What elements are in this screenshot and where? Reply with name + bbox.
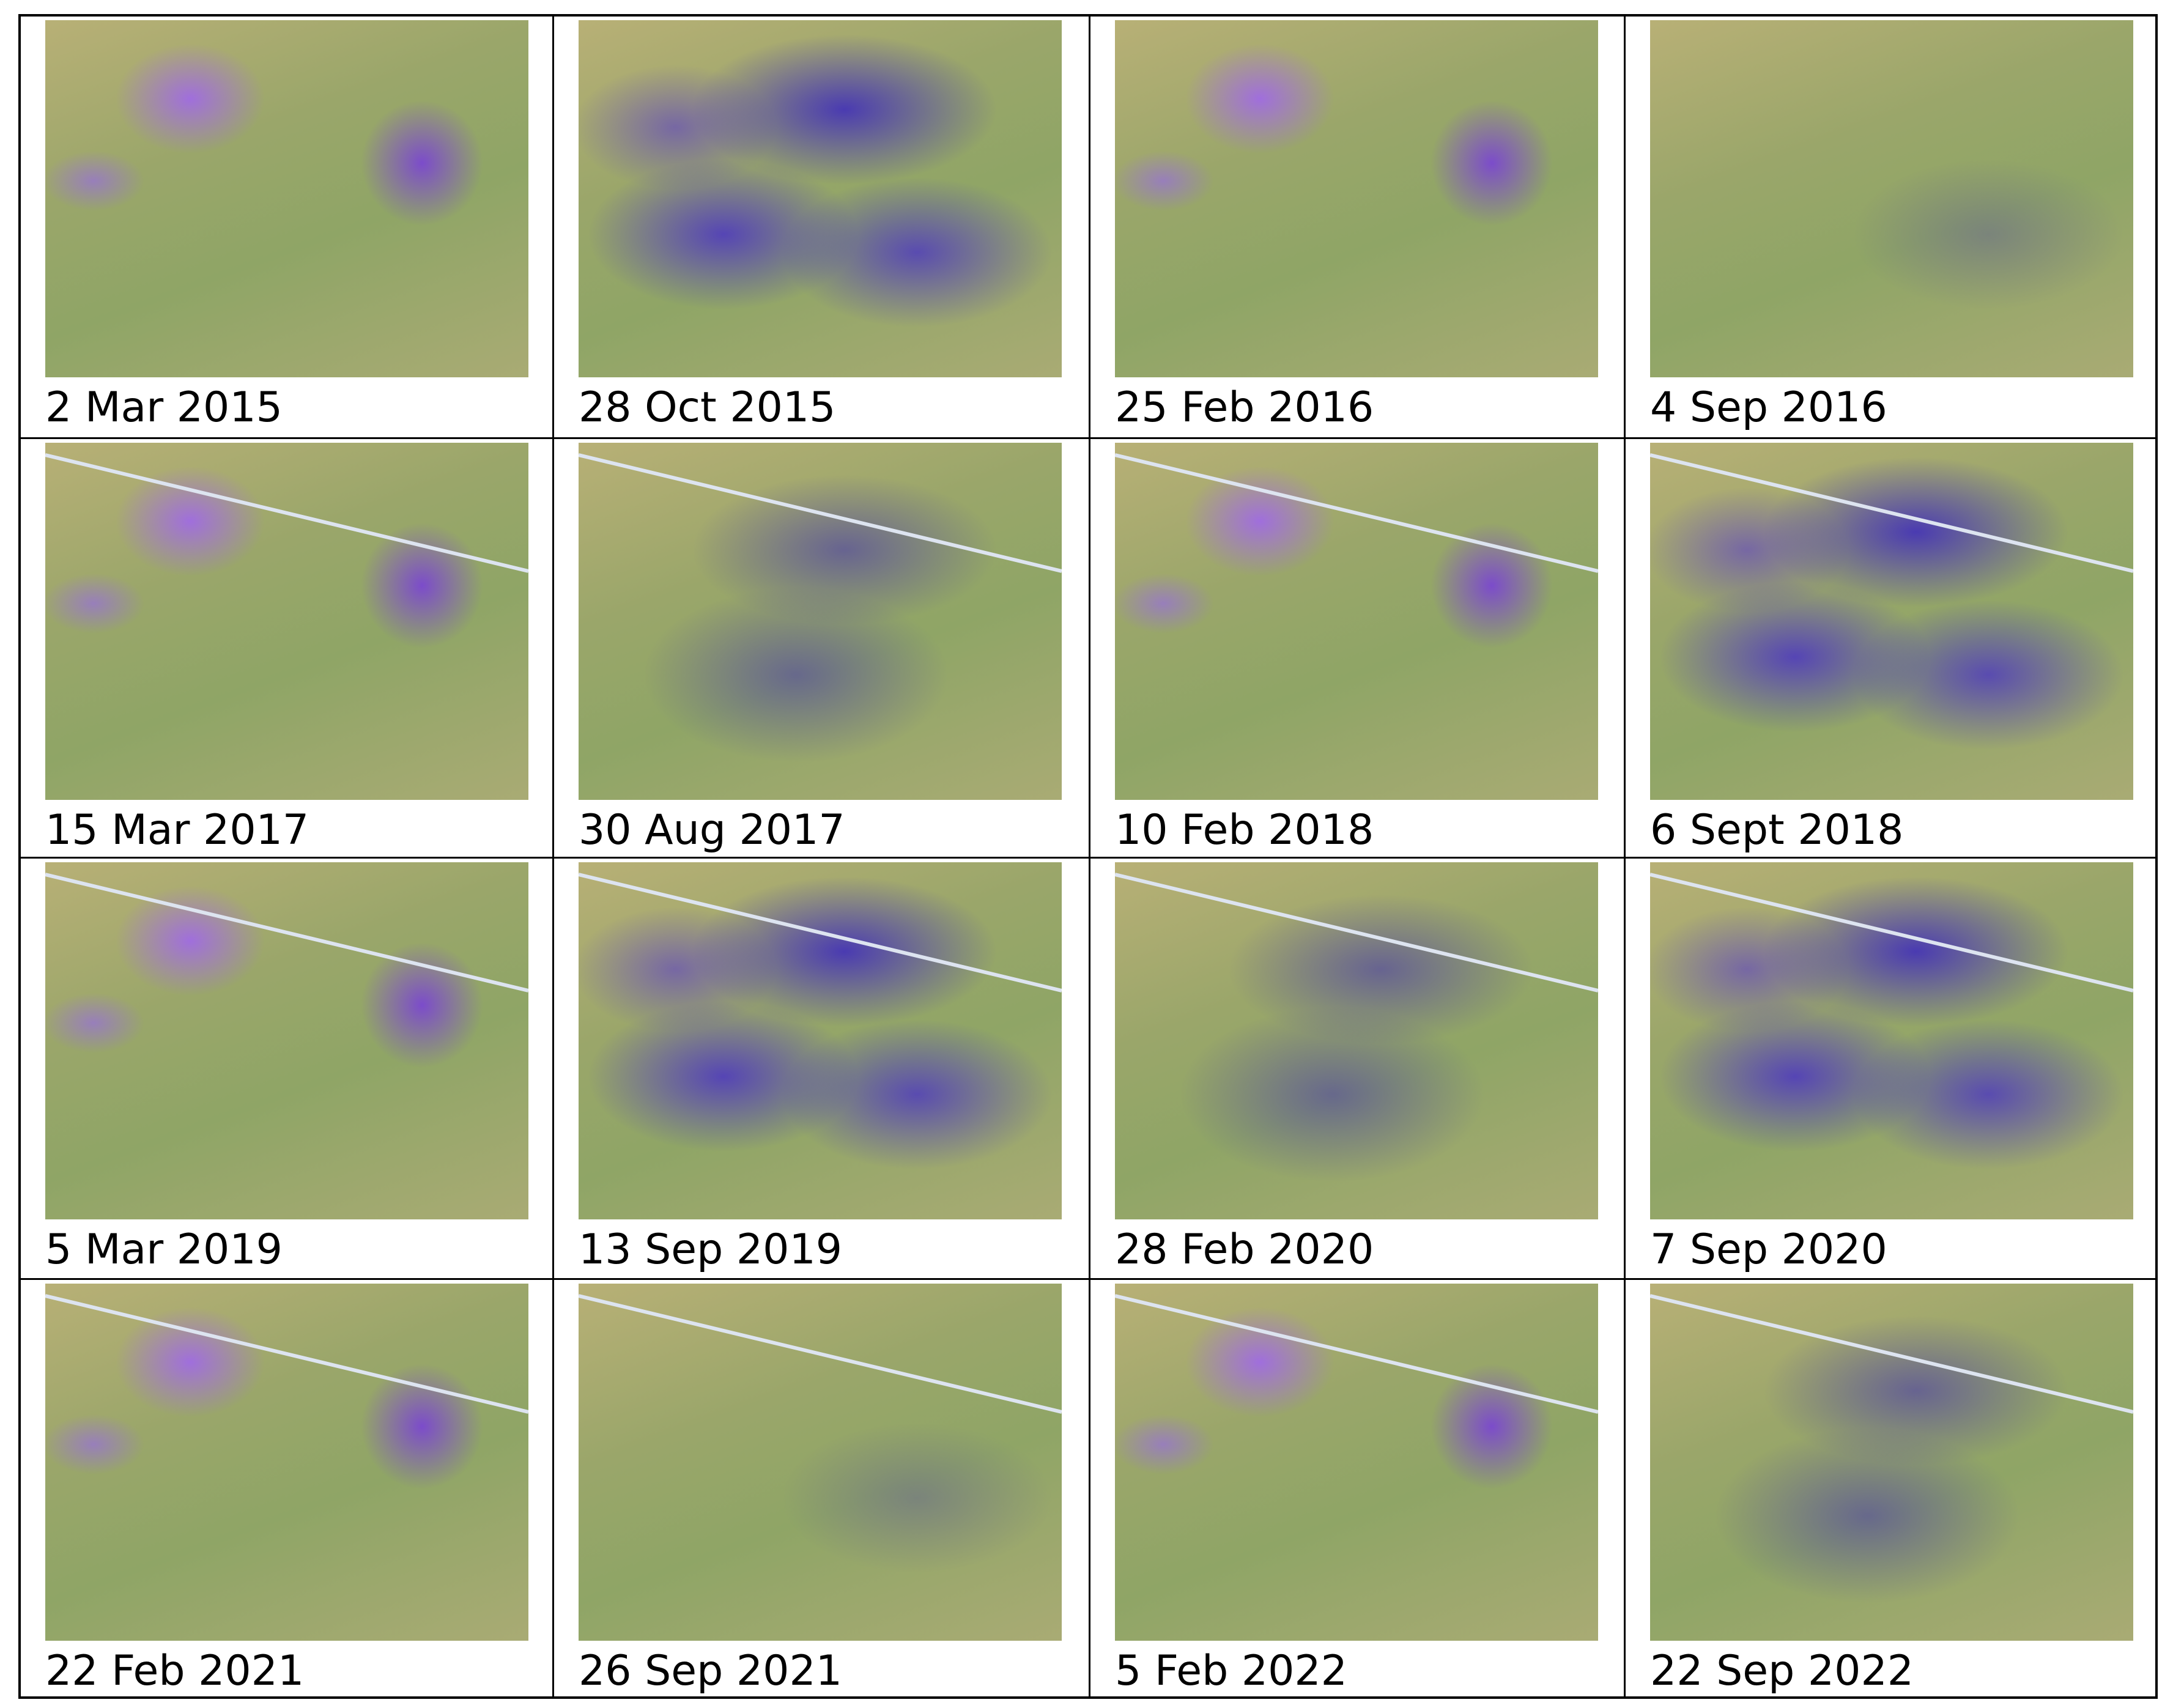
date-label: 2 Mar 2015 [45,383,283,432]
scan-line [1650,453,2133,573]
cell: 13 Sep 2019 [554,859,1090,1280]
scan-line [1115,453,1598,573]
date-label: 28 Feb 2020 [1115,1226,1374,1274]
scan-line [579,873,1062,993]
satellite-image [1115,862,1598,1219]
satellite-image [579,443,1062,800]
cell: 28 Feb 2020 [1090,859,1626,1280]
cell: 4 Sep 2016 [1626,17,2155,439]
cell: 26 Sep 2021 [554,1280,1090,1696]
cell: 6 Sept 2018 [1626,439,2155,859]
date-label: 22 Feb 2021 [45,1647,305,1695]
scan-line [1115,1294,1598,1414]
cell: 30 Aug 2017 [554,439,1090,859]
scan-stripe [1115,1294,1598,1414]
scan-stripe [1650,453,2133,573]
date-label: 5 Mar 2019 [45,1226,283,1274]
date-label: 10 Feb 2018 [1115,806,1374,854]
satellite-image [1650,443,2133,800]
cell: 15 Mar 2017 [21,439,554,859]
satellite-image [1115,443,1598,800]
date-label: 7 Sep 2020 [1650,1226,1887,1274]
date-label: 25 Feb 2016 [1115,383,1374,432]
scan-stripe [45,1294,528,1414]
date-label: 28 Oct 2015 [579,383,836,432]
satellite-image [579,1284,1062,1641]
satellite-image [579,20,1062,377]
scan-stripe [1650,873,2133,993]
scan-line [1115,873,1598,993]
satellite-image [1115,1284,1598,1641]
date-label: 6 Sept 2018 [1650,806,1904,854]
scan-stripe [579,873,1062,993]
scan-line [45,1294,528,1414]
scan-line [1650,873,2133,993]
satellite-image [45,443,528,800]
scan-stripe [1650,1294,2133,1414]
scan-stripe [1115,873,1598,993]
satellite-image [579,862,1062,1219]
scan-stripe [579,1294,1062,1414]
scan-line [579,1294,1062,1414]
cell: 10 Feb 2018 [1090,439,1626,859]
satellite-image [1115,20,1598,377]
cell: 22 Feb 2021 [21,1280,554,1696]
cell: 25 Feb 2016 [1090,17,1626,439]
date-label: 30 Aug 2017 [579,806,845,854]
scan-line [579,453,1062,573]
scan-stripe [45,873,528,993]
scan-line [1650,1294,2133,1414]
cell: 7 Sep 2020 [1626,859,2155,1280]
scan-stripe [45,453,528,573]
cell: 2 Mar 2015 [21,17,554,439]
date-label: 22 Sep 2022 [1650,1647,1914,1695]
date-label: 5 Feb 2022 [1115,1647,1347,1695]
satellite-image [45,862,528,1219]
date-label: 26 Sep 2021 [579,1647,842,1695]
scan-stripe [1115,453,1598,573]
image-grid: 2 Mar 2015 28 Oct 2015 25 Feb 2016 4 Sep 20… [18,14,2158,1699]
date-label: 15 Mar 2017 [45,806,309,854]
date-label: 13 Sep 2019 [579,1226,842,1274]
date-label: 4 Sep 2016 [1650,383,1887,432]
satellite-image [1650,20,2133,377]
cell: 5 Feb 2022 [1090,1280,1626,1696]
cell: 5 Mar 2019 [21,859,554,1280]
satellite-image [45,20,528,377]
cell: 28 Oct 2015 [554,17,1090,439]
scan-line [45,873,528,993]
cell: 22 Sep 2022 [1626,1280,2155,1696]
scan-line [45,453,528,573]
satellite-image [45,1284,528,1641]
satellite-image [1650,1284,2133,1641]
scan-stripe [579,453,1062,573]
satellite-image [1650,862,2133,1219]
